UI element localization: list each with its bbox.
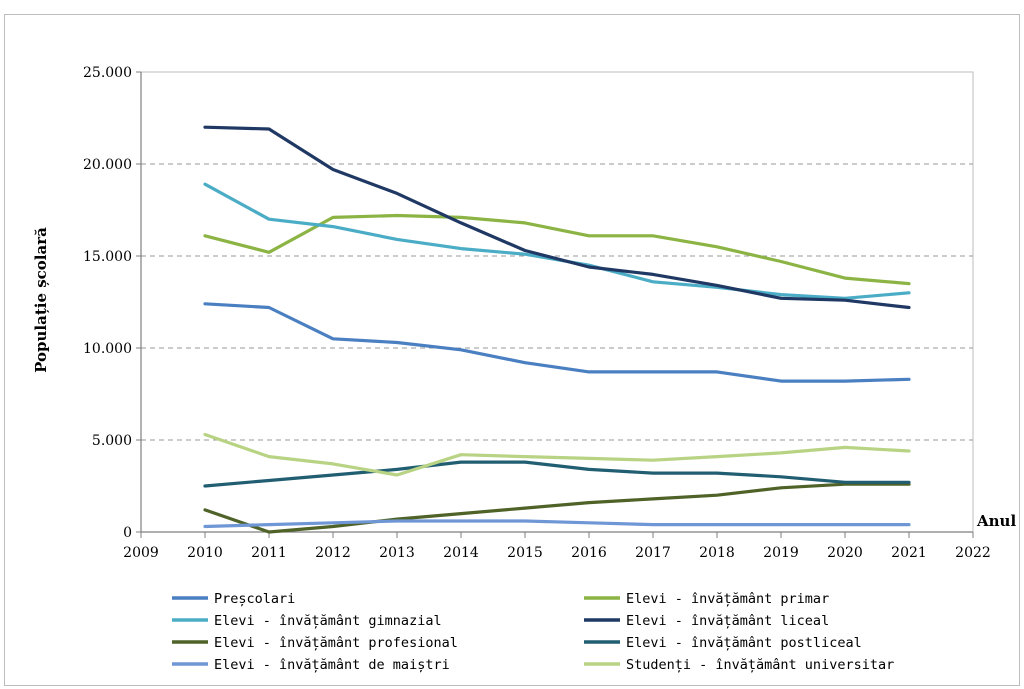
series-line	[203, 302, 911, 383]
x-tick-label: 2012	[315, 545, 351, 561]
legend-label: Studenți - învățământ universitar	[626, 657, 894, 673]
x-tick-label: 2016	[571, 545, 607, 561]
legend: Preșcolari Elevi - învățământ primar Elevi…	[172, 591, 894, 673]
legend-label: Elevi - învățământ liceal	[626, 613, 829, 629]
x-tick-label: 2022	[955, 545, 991, 561]
series-line	[203, 432, 911, 477]
legend-label: Elevi - învățământ primar	[626, 591, 829, 607]
y-tick-label: 5.000	[92, 433, 132, 449]
series-line	[203, 519, 911, 529]
x-axis-title: Anul	[976, 512, 1016, 530]
grid-lines	[141, 163, 973, 441]
x-tick-label: 2020	[827, 545, 863, 561]
x-tick-label: 2011	[251, 545, 287, 561]
y-tick-label: 20.000	[83, 157, 132, 173]
legend-label: Elevi - învățământ de maiștri	[214, 657, 450, 673]
x-tick-label: 2014	[443, 545, 479, 561]
plot-area	[140, 71, 974, 533]
x-tick-label: 2021	[891, 545, 927, 561]
x-tick-label: 2010	[187, 545, 223, 561]
series-line	[203, 482, 911, 534]
legend-label: Elevi - învățământ postliceal	[626, 635, 862, 651]
x-tick-label: 2013	[379, 545, 415, 561]
y-tick-label: 25.000	[83, 65, 132, 81]
legend-label: Preșcolari	[214, 591, 295, 607]
y-tick-label: 0	[123, 525, 132, 541]
x-tick-label: 2019	[763, 545, 799, 561]
y-tick-label: 10.000	[83, 341, 132, 357]
tick-labels: 0 5.000 10.000 15.000 20.000 25.000 2009 2010 20…	[83, 65, 991, 561]
x-tick-label: 2015	[507, 545, 543, 561]
x-tick-label: 2017	[635, 545, 671, 561]
series-line	[203, 460, 911, 488]
series-lines	[203, 125, 911, 534]
series-line	[203, 125, 911, 310]
y-tick-label: 15.000	[83, 249, 132, 265]
x-tick-label: 2018	[699, 545, 735, 561]
y-axis-title: Populație școlară	[32, 227, 50, 373]
legend-label: Elevi - învățământ gimnazial	[214, 613, 442, 629]
legend-label: Elevi - învățământ profesional	[214, 635, 458, 651]
series-line	[203, 213, 911, 286]
x-tick-label: 2009	[123, 545, 159, 561]
